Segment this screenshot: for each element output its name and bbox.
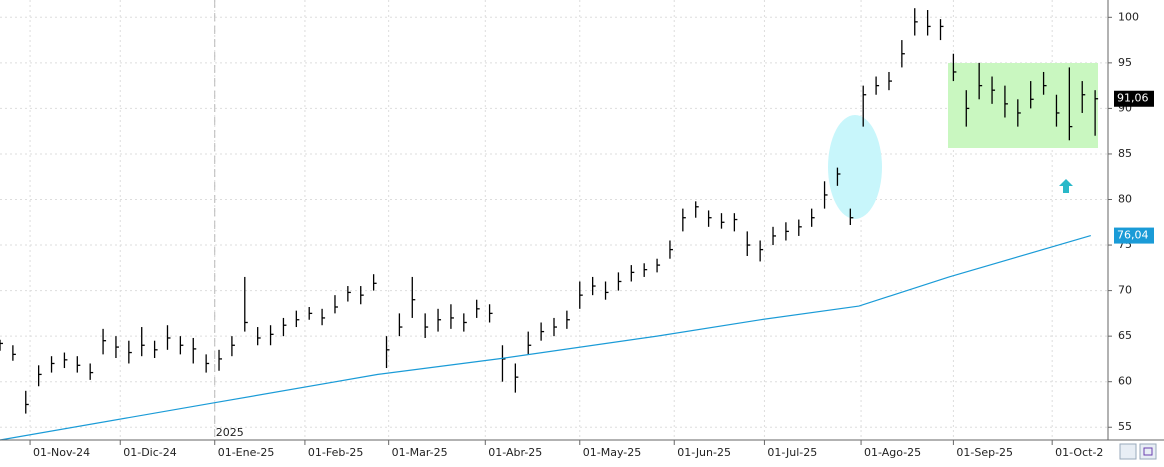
plot — [0, 8, 1099, 441]
y-tick-label: 60 — [1118, 375, 1132, 388]
grid — [0, 0, 1108, 440]
y-tick-label: 100 — [1118, 10, 1139, 23]
x-tick-label: 01-Abr-25 — [488, 446, 542, 459]
x-tick-label: 01-Jul-25 — [767, 446, 817, 459]
highlight-box — [948, 63, 1098, 148]
year-label: 2025 — [216, 426, 244, 439]
last-value-box — [1114, 90, 1154, 107]
x-tick-label: 01-Oct-2 — [1055, 446, 1103, 459]
highlight-ellipse — [828, 115, 882, 219]
y-tick-label: 65 — [1118, 329, 1132, 342]
save-icon — [1143, 447, 1153, 456]
up-arrow — [1059, 179, 1073, 193]
y-tick-label: 85 — [1118, 147, 1132, 160]
y-tick-label: 95 — [1118, 56, 1132, 69]
last-value-label: 91,06 — [1117, 92, 1149, 105]
moving-average — [0, 235, 1091, 441]
x-tick-label: 01-Feb-25 — [308, 446, 363, 459]
x-tick-label: 01-Sep-25 — [956, 446, 1013, 459]
x-tick-label: 01-Nov-24 — [33, 446, 90, 459]
y-tick-label: 55 — [1118, 420, 1132, 433]
y-tick-label: 80 — [1118, 193, 1132, 206]
x-tick-label: 01-Ene-25 — [218, 446, 275, 459]
x-tick-label: 01-Dic-24 — [123, 446, 177, 459]
last-value-box — [1114, 227, 1154, 244]
x-tick-label: 01-Ago-25 — [864, 446, 921, 459]
y-tick-label: 70 — [1118, 284, 1132, 297]
x-tick-label: 01-Mar-25 — [392, 446, 448, 459]
scroll-button[interactable] — [1119, 443, 1137, 460]
last-value-label: 76,04 — [1117, 229, 1149, 242]
x-tick-label: 01-May-25 — [583, 446, 641, 459]
x-tick-label: 01-Jun-25 — [677, 446, 731, 459]
save-button[interactable] — [1139, 443, 1157, 460]
